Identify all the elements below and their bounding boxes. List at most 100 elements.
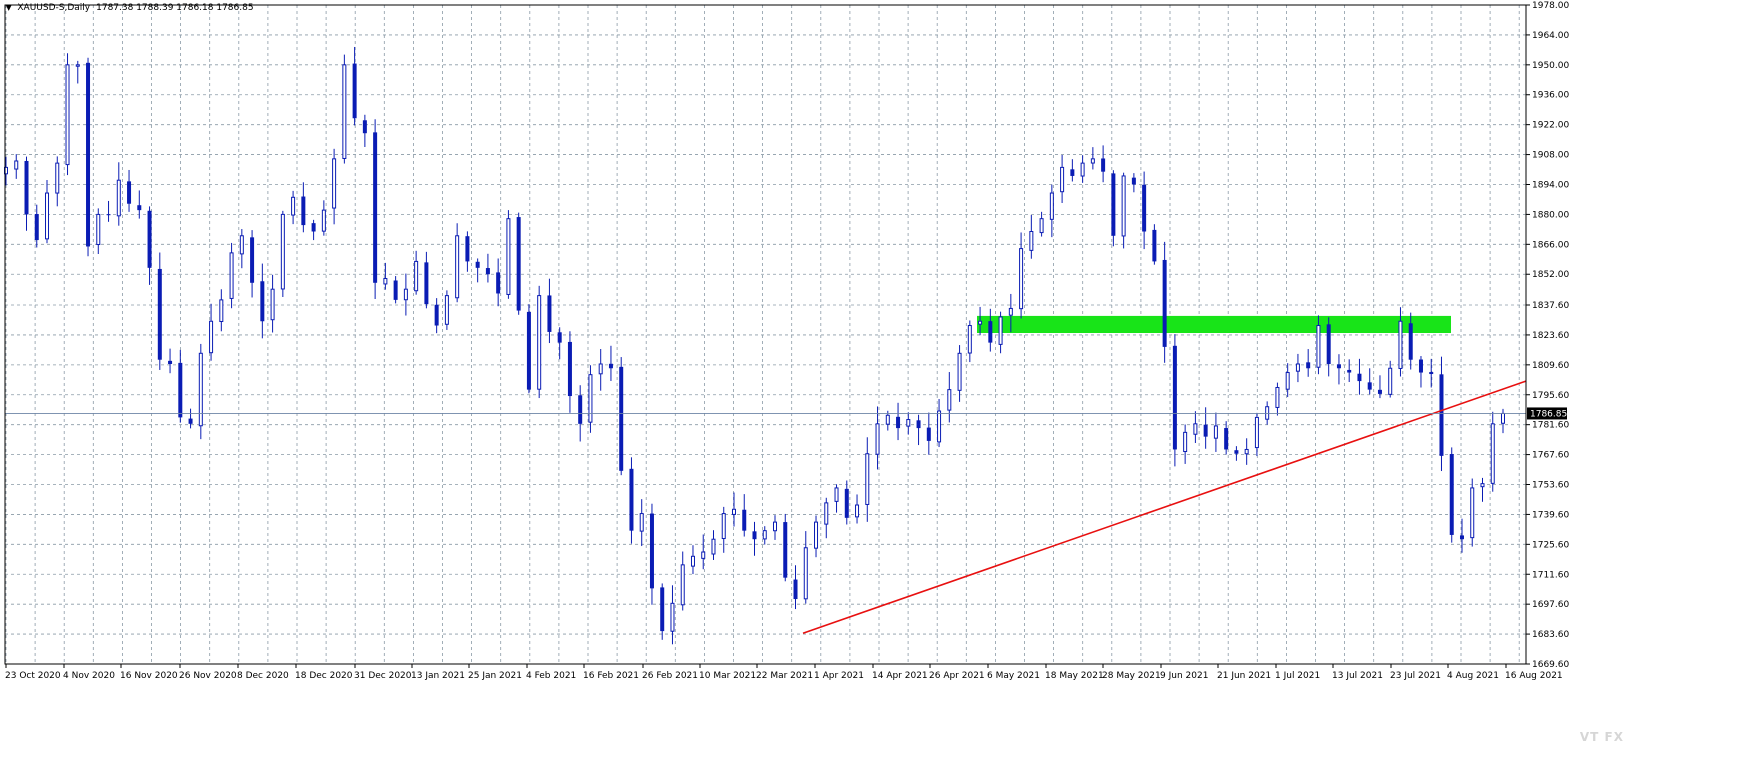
time-axis[interactable]: 23 Oct 2020 4 Nov 2020 16 Nov 2020 26 Nov 2… (5, 664, 1563, 681)
candle-body-down (465, 236, 470, 262)
y-tick-label: 1936.00 (1532, 91, 1569, 101)
candle-body-up (280, 213, 285, 290)
candle-body-down (1172, 345, 1177, 450)
candle (670, 585, 675, 645)
dropdown-triangle-icon[interactable]: ▼ (6, 4, 12, 12)
candle (321, 200, 326, 236)
candle (1183, 424, 1188, 464)
candle-body-up (865, 453, 870, 505)
candle-body-up (1029, 231, 1034, 251)
candle (1265, 401, 1270, 425)
current-price-label-bg (1527, 407, 1567, 420)
chart-frame (4, 4, 1527, 665)
x-tick-label: 1 Apr 2021 (814, 671, 864, 681)
y-tick-label: 1753.60 (1532, 481, 1569, 491)
candle (1418, 356, 1423, 388)
candle (1347, 359, 1352, 383)
candle (701, 534, 706, 570)
candle-body-up (1429, 372, 1434, 375)
candle (916, 414, 921, 446)
candle-body-down (424, 262, 429, 305)
candle-body-down (178, 362, 183, 418)
candle (1459, 518, 1464, 553)
candle-body-up (291, 196, 296, 216)
candle (34, 204, 39, 248)
candle (752, 521, 757, 556)
price-axis[interactable]: 1978.00 1964.00 1950.00 1936.00 1922.00 1908.… (1526, 1, 1569, 670)
candle (998, 311, 1003, 354)
candle-body-up (834, 487, 839, 502)
candle (906, 412, 911, 435)
candle (947, 372, 952, 423)
candle-body-down (1377, 389, 1382, 394)
candle-body-down (147, 210, 152, 268)
candle-body-down (742, 509, 747, 531)
candle-body-up (1285, 372, 1290, 390)
candle (106, 200, 111, 222)
y-tick-label: 1964.00 (1532, 31, 1569, 41)
x-tick-label: 13 Jul 2021 (1332, 671, 1383, 681)
candle-body-up (1183, 431, 1188, 453)
x-tick-label: 28 May 2021 (1102, 671, 1161, 681)
candle (1275, 382, 1280, 416)
candle-body-down (485, 268, 490, 275)
candle-body-up (803, 547, 808, 600)
candle (824, 497, 829, 539)
candle-body-up (55, 162, 60, 194)
candle-body-up (14, 160, 19, 170)
candle (629, 457, 634, 544)
candle-body-down (752, 531, 757, 540)
candle (1377, 375, 1382, 399)
candle (865, 437, 870, 522)
candle (988, 308, 993, 352)
x-tick-label: 1 Jul 2021 (1275, 671, 1320, 681)
candle (844, 480, 849, 525)
candle (383, 262, 388, 290)
candle (1234, 446, 1239, 461)
candle-body-up (957, 352, 962, 391)
candle (1398, 307, 1403, 377)
candle-body-up (383, 278, 388, 285)
candle-body-up (937, 410, 942, 443)
candle-body-down (373, 132, 378, 283)
trendline[interactable] (802, 380, 1527, 634)
x-tick-label: 9 Jun 2021 (1160, 671, 1208, 681)
candle-body-down (526, 311, 531, 390)
candle (14, 154, 19, 179)
candle (793, 565, 798, 610)
current-price-label: 1786.85 (1530, 409, 1567, 419)
candle (86, 57, 91, 257)
candle-body-up (1265, 406, 1270, 420)
candle (239, 229, 244, 269)
x-tick-label: 4 Nov 2020 (63, 671, 115, 681)
resistance-zone[interactable] (977, 315, 1451, 334)
candle-body-down (157, 268, 162, 360)
candle (742, 494, 747, 537)
candle (414, 250, 419, 295)
candle (291, 190, 296, 225)
candle-body-down (34, 214, 39, 241)
y-tick-label: 1852.00 (1532, 270, 1569, 280)
candle (475, 258, 480, 283)
candle (1080, 155, 1085, 183)
candle (619, 357, 624, 476)
candle-body-up (229, 252, 234, 299)
candle-body-down (1439, 374, 1444, 456)
candle-body-down (475, 261, 480, 268)
x-tick-label: 26 Feb 2021 (642, 671, 698, 681)
candle (75, 60, 80, 84)
candle (978, 306, 983, 336)
candle (1326, 317, 1331, 377)
candle-body-up (1275, 386, 1280, 408)
x-tick-label: 23 Jul 2021 (1390, 671, 1441, 681)
candle-body-down (1111, 173, 1116, 236)
candle (773, 515, 778, 540)
watermark-logo: VT FX (1579, 730, 1624, 744)
candle (783, 513, 788, 582)
candle (711, 530, 716, 560)
candle (834, 484, 839, 513)
candle-body-down (1142, 184, 1147, 232)
x-tick-label: 4 Feb 2021 (526, 671, 576, 681)
candle (116, 162, 121, 226)
